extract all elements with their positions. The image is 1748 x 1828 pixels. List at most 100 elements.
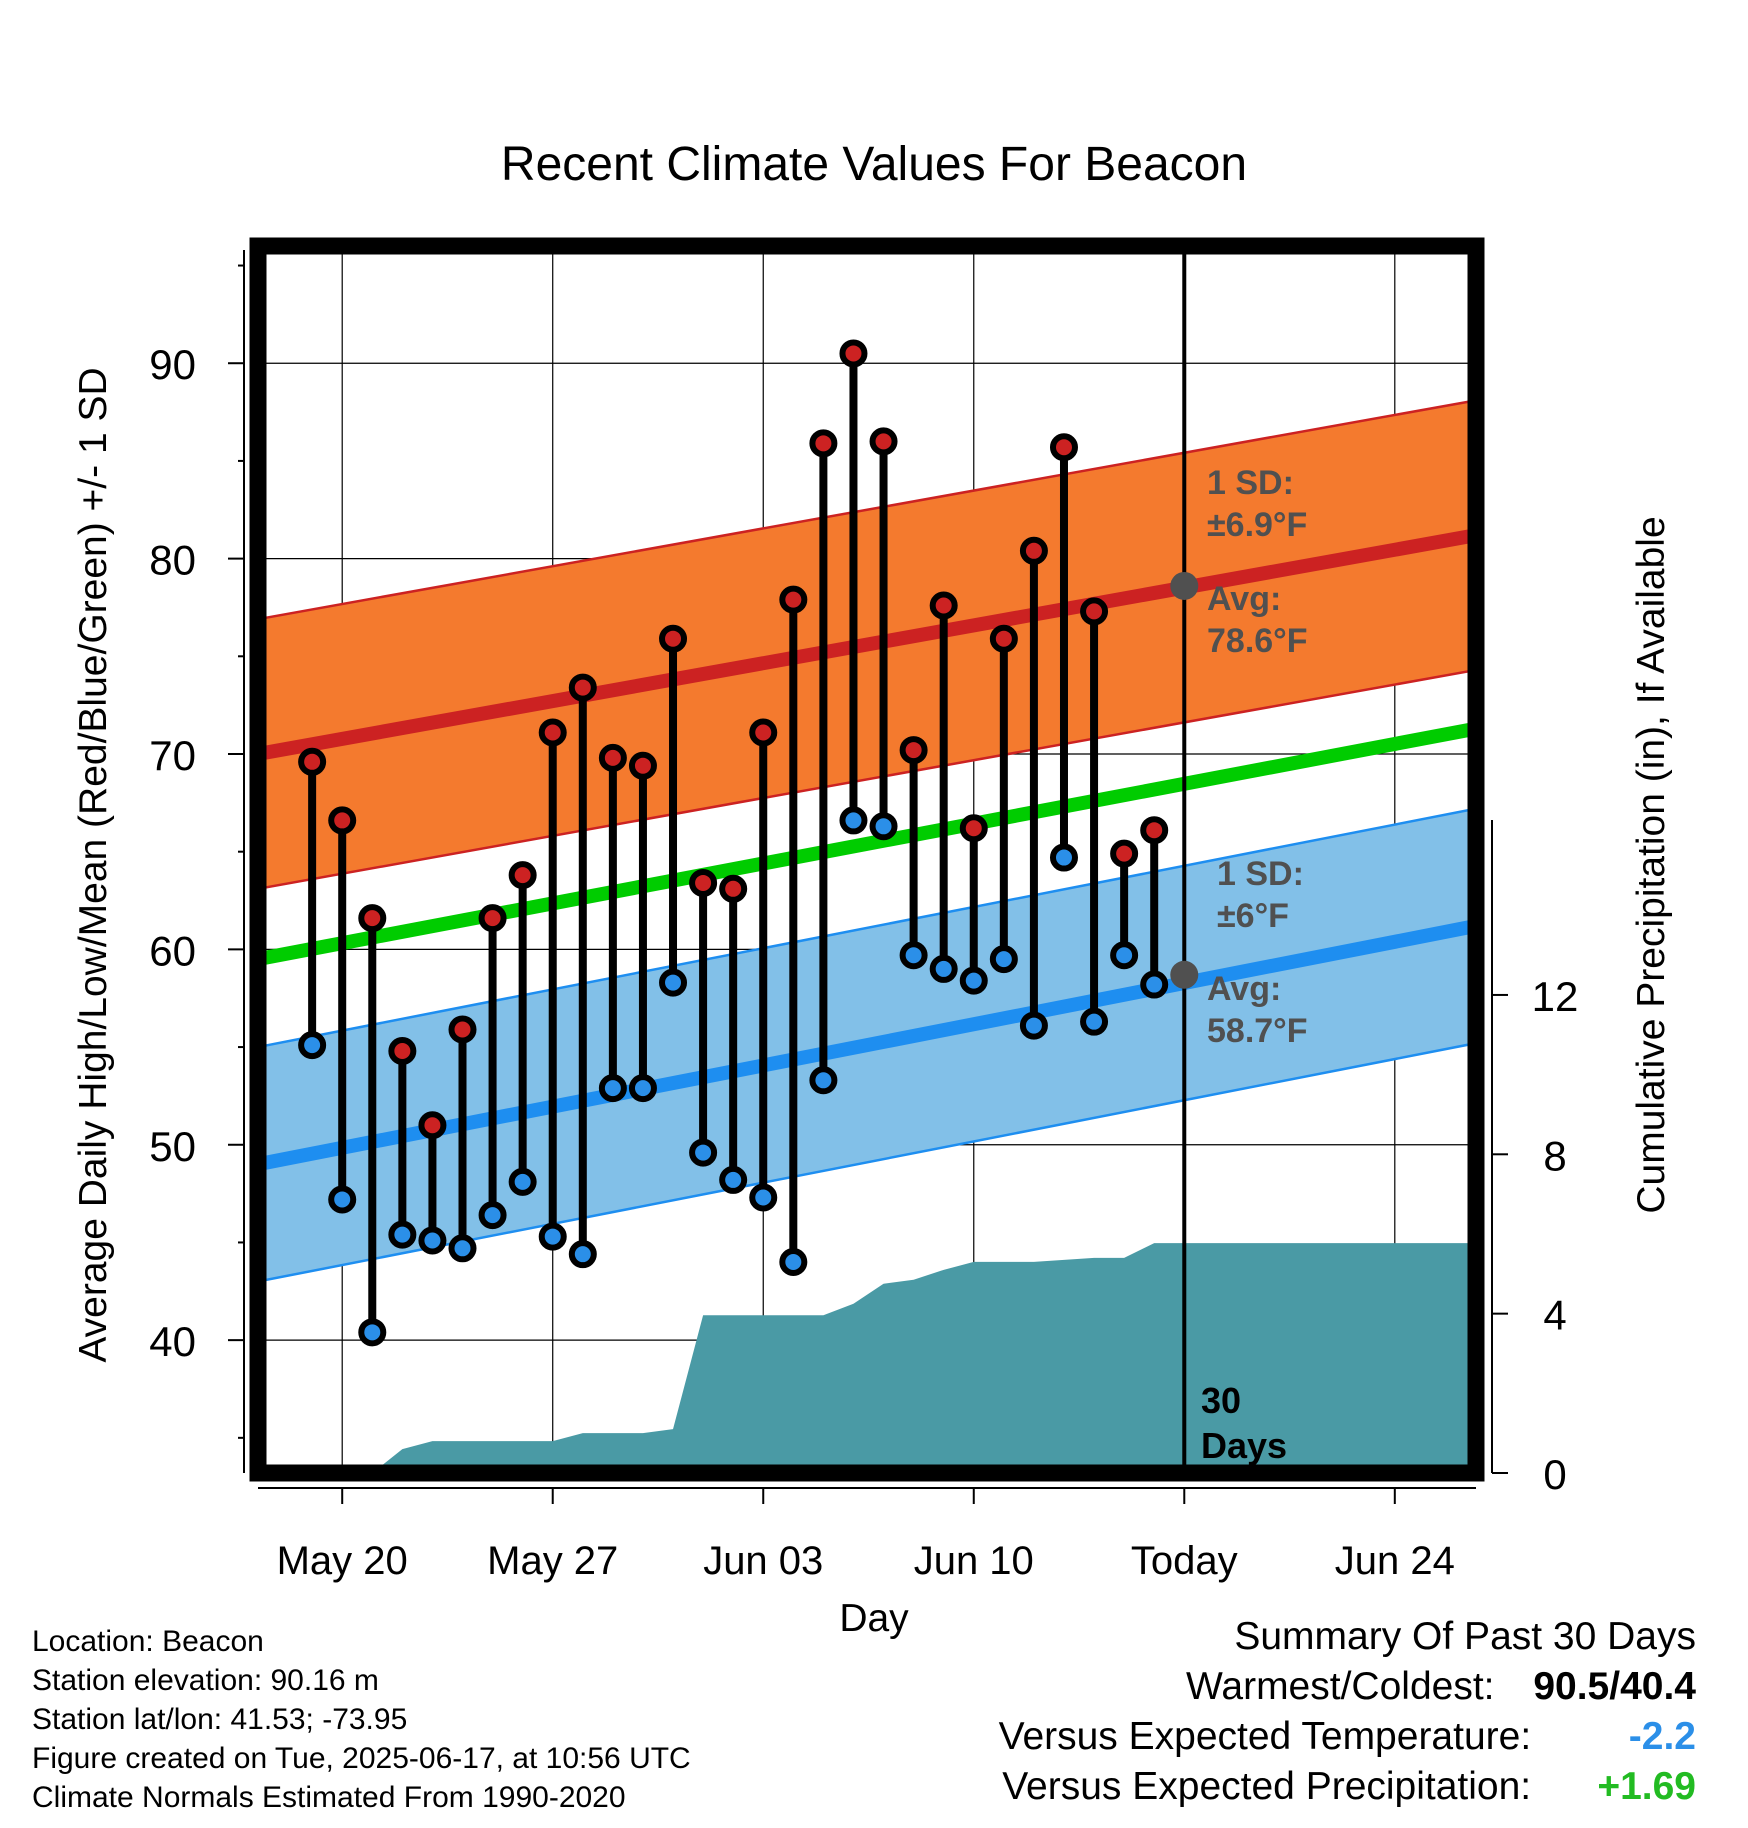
high-point: [568, 673, 597, 702]
high-point: [1019, 536, 1048, 565]
low-point: [779, 1247, 808, 1276]
high-point: [959, 814, 988, 843]
high-point: [598, 743, 627, 772]
x-tick-label: Jun 03: [703, 1539, 823, 1583]
low-point: [298, 1031, 327, 1060]
low-point: [959, 966, 988, 995]
high-point: [869, 427, 898, 456]
summary-cold-value: 40.4: [1620, 1665, 1696, 1708]
high-point: [659, 624, 688, 653]
summary-temp-value: -2.2: [1628, 1715, 1696, 1758]
info-created: Figure created on Tue, 2025-06-17, at 10…: [32, 1742, 691, 1775]
x-tick-label: Jun 10: [914, 1539, 1034, 1583]
annotation-low-avg-line1: Avg:: [1207, 970, 1281, 1008]
y-tick-label: 50: [149, 1123, 196, 1170]
high-point: [1110, 839, 1139, 868]
low-point: [388, 1220, 417, 1249]
low-point: [1110, 941, 1139, 970]
y-tick-label: 40: [149, 1318, 196, 1365]
y2-tick-label: 0: [1543, 1451, 1566, 1498]
high-point: [899, 736, 928, 765]
summary-warm-cold-row: Warmest/Coldest: 90.5/40.4: [1186, 1665, 1696, 1708]
y-tick-label: 70: [149, 732, 196, 779]
high-point: [1140, 816, 1169, 845]
low-point: [809, 1066, 838, 1095]
high-point: [1080, 597, 1109, 626]
annotation-high-avg-line1: Avg:: [1207, 580, 1281, 618]
summary-precip-row: Versus Expected Precipitation: +1.69: [999, 1762, 1696, 1812]
high-point: [448, 1015, 477, 1044]
high-point: [358, 904, 387, 933]
info-location: Location: Beacon: [32, 1625, 264, 1658]
low-point: [1140, 970, 1169, 999]
low-point: [1049, 843, 1078, 872]
low-point: [628, 1074, 657, 1103]
high-point: [719, 874, 748, 903]
high-point: [508, 861, 537, 890]
low-point: [899, 941, 928, 970]
y2-tick-label: 12: [1532, 973, 1579, 1020]
high-point: [929, 591, 958, 620]
annotation-days: 30 Days: [1201, 1380, 1287, 1466]
high-point: [478, 904, 507, 933]
annotation-low-avg: Avg: 58.7°F: [1207, 970, 1308, 1050]
summary-precip-value: +1.69: [1597, 1765, 1696, 1808]
annotation-low-avg-line2: 58.7°F: [1207, 1012, 1308, 1050]
annotation-days-line2: Days: [1201, 1425, 1287, 1466]
y2-tick-label: 4: [1543, 1292, 1566, 1339]
low-point: [929, 954, 958, 983]
low-point: [538, 1222, 567, 1251]
high-point: [298, 747, 327, 776]
low-point: [478, 1201, 507, 1230]
x-tick-label: May 27: [487, 1539, 618, 1583]
x-axis-label: Day: [839, 1597, 909, 1640]
chart-title: Recent Climate Values For Beacon: [501, 138, 1247, 191]
annotation-high-sd: 1 SD: ±6.9°F: [1207, 464, 1307, 544]
low-point: [328, 1185, 357, 1214]
summary-panel: Summary Of Past 30 Days Warmest/Coldest:…: [999, 1612, 1696, 1812]
annotation-low-sd-line2: ±6°F: [1217, 897, 1289, 935]
low-point: [869, 812, 898, 841]
y-axis-label-right: Cumulative Precipitation (in), If Availa…: [1630, 516, 1673, 1213]
low-point: [689, 1138, 718, 1167]
low-point: [418, 1226, 447, 1255]
high-point: [809, 429, 838, 458]
y-axis-label-left: Average Daily High/Low/Mean (Red/Blue/Gr…: [72, 367, 115, 1362]
high-point: [839, 339, 868, 368]
annotation-high-sd-line2: ±6.9°F: [1207, 506, 1307, 544]
x-tick-label: Today: [1131, 1539, 1238, 1583]
high-point: [628, 751, 657, 780]
summary-precip-label: Versus Expected Precipitation:: [1002, 1765, 1532, 1808]
summary-temp-label: Versus Expected Temperature:: [998, 1715, 1532, 1758]
info-latlon: Station lat/lon: 41.53; -73.95: [32, 1703, 408, 1736]
summary-title: Summary Of Past 30 Days: [1234, 1615, 1696, 1658]
low-point: [598, 1074, 627, 1103]
high-point: [749, 718, 778, 747]
annotation-high-avg-line2: 78.6°F: [1207, 622, 1308, 660]
low-point: [659, 968, 688, 997]
summary-warm-cold-label: Warmest/Coldest:: [1186, 1665, 1495, 1708]
low-point: [358, 1318, 387, 1347]
high-point: [1049, 433, 1078, 462]
low-point: [719, 1165, 748, 1194]
low-point: [749, 1183, 778, 1212]
annotation-low-sd: 1 SD: ±6°F: [1217, 855, 1304, 935]
annotation-high-avg: Avg: 78.6°F: [1207, 580, 1308, 660]
y2-tick-label: 8: [1543, 1132, 1566, 1179]
summary-warm-value: 90.5: [1533, 1665, 1610, 1708]
y-tick-label: 80: [149, 537, 196, 584]
today-avg-low-marker: [1170, 960, 1199, 989]
today-avg-high-marker: [1170, 571, 1199, 600]
high-point: [989, 624, 1018, 653]
x-tick-label: Jun 24: [1335, 1539, 1455, 1583]
summary-temp-row: Versus Expected Temperature: -2.2: [999, 1712, 1696, 1762]
high-point: [328, 806, 357, 835]
low-point: [839, 806, 868, 835]
low-point: [508, 1167, 537, 1196]
low-point: [568, 1240, 597, 1269]
high-point: [388, 1036, 417, 1065]
plot-frame: [249, 237, 1485, 1482]
annotation-low-sd-line1: 1 SD:: [1217, 855, 1304, 893]
low-point: [1019, 1011, 1048, 1040]
